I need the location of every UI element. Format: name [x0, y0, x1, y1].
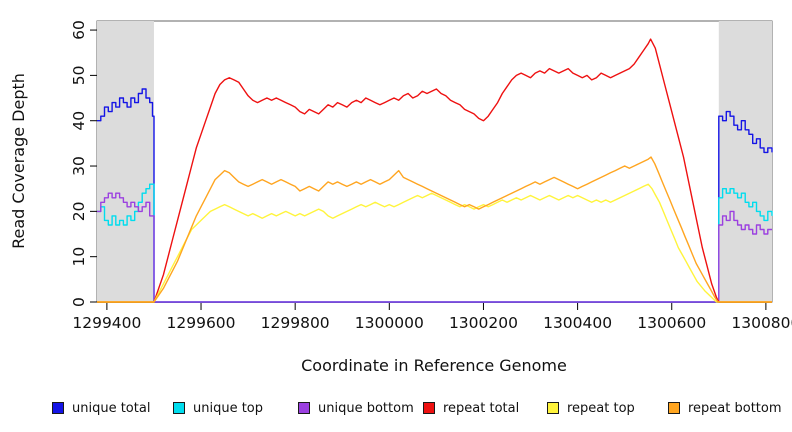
y-tick-label: 50	[70, 66, 88, 86]
series-line-repeat-top	[97, 183, 772, 303]
legend-label: unique top	[193, 400, 264, 416]
plot-border	[96, 20, 773, 303]
x-tick-label: 1300400	[543, 314, 612, 332]
y-tick-label: 60	[70, 20, 88, 40]
legend-label: unique total	[72, 400, 151, 416]
legend-swatch-repeat-total	[423, 402, 435, 414]
legend-label: repeat top	[567, 400, 635, 416]
y-axis-title: Read Coverage Depth	[9, 73, 28, 249]
axes: 1299400 1299600 1299800 1300000 1300200 13004…	[70, 20, 792, 332]
x-tick-label: 1300200	[449, 314, 518, 332]
series-lines	[97, 38, 773, 303]
y-tick-label: 0	[70, 297, 88, 307]
legend-label: unique bottom	[318, 400, 414, 416]
legend-item-unique-total: unique total	[52, 400, 150, 416]
legend-swatch-unique-top	[173, 402, 185, 414]
legend-item-repeat-bottom: repeat bottom	[668, 400, 782, 416]
x-tick-label: 1299800	[261, 314, 330, 332]
legend-label: repeat bottom	[688, 400, 782, 416]
x-axis-title: Coordinate in Reference Genome	[301, 356, 567, 375]
y-tick-label: 10	[70, 247, 88, 267]
series-line-repeat-bottom	[97, 156, 772, 303]
legend-label: repeat total	[443, 400, 520, 416]
x-tick-label: 1300600	[637, 314, 706, 332]
shaded-region-right-flank	[718, 21, 772, 302]
series-line-unique-bottom	[97, 192, 772, 303]
legend-swatch-repeat-top	[547, 402, 559, 414]
legend-item-repeat-total: repeat total	[423, 400, 519, 416]
legend-swatch-repeat-bottom	[668, 402, 680, 414]
shaded-regions	[97, 21, 772, 302]
x-tick-label: 1299600	[167, 314, 236, 332]
y-tick-label: 20	[70, 201, 88, 221]
legend-swatch-unique-total	[52, 402, 64, 414]
shaded-region-left-flank	[97, 21, 154, 302]
legend-item-unique-top: unique top	[173, 400, 263, 416]
legend-item-repeat-top: repeat top	[547, 400, 635, 416]
y-tick-label: 40	[70, 111, 88, 131]
series-line-repeat-total	[97, 38, 772, 303]
y-tick-label: 30	[70, 156, 88, 176]
series-line-unique-total	[97, 88, 773, 303]
x-tick-label: 1299400	[72, 314, 141, 332]
x-tick-label: 1300000	[355, 314, 424, 332]
legend-item-unique-bottom: unique bottom	[298, 400, 414, 416]
legend-swatch-unique-bottom	[298, 402, 310, 414]
plot-frame	[96, 20, 773, 303]
